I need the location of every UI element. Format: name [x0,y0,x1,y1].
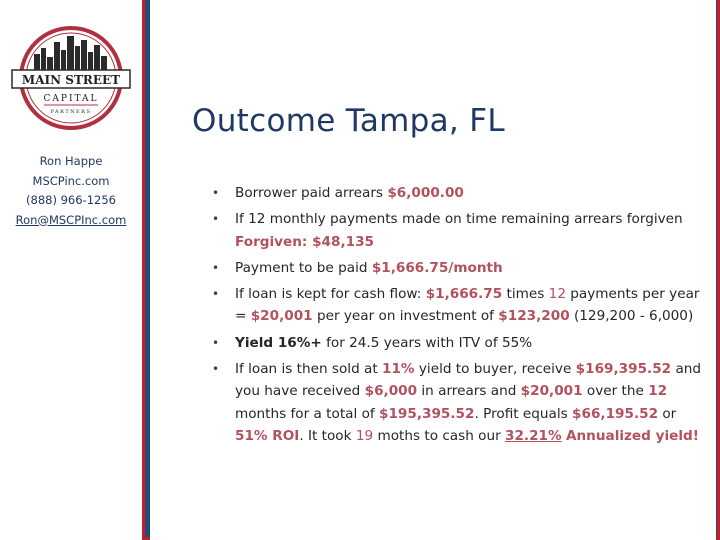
sidebar: MAIN STREET CAPITAL PARTNERS Ron Happe M… [0,0,142,540]
svg-text:CAPITAL: CAPITAL [44,94,99,104]
bullet-icon: • [212,212,220,227]
svg-text:PARTNERS: PARTNERS [51,109,92,115]
contact-website[interactable]: MSCPinc.com [32,173,110,188]
bullet-item-cash-flow: • If loan is kept for cash flow: $1,666.… [212,283,712,328]
bullet-icon: • [212,186,220,200]
main-street-capital-logo: MAIN STREET CAPITAL PARTNERS [11,26,131,130]
contact-name: Ron Happe [39,154,103,168]
slide-title: Outcome Tampa, FL [192,103,505,139]
bullet-list: • Borrower paid arrears $6,000.00 • If 1… [212,182,712,451]
bullet-icon: • [212,287,220,302]
contact-email-link[interactable]: Ron@MSCPInc.com [15,212,127,227]
bullet-icon: • [212,335,220,350]
bullet-icon: • [212,362,220,377]
slide-content-card [150,0,716,540]
contact-phone: (888) 966-1256 [26,193,116,207]
bullet-item-forgiven: • If 12 monthly payments made on time re… [212,208,712,253]
bullet-icon: • [212,260,220,275]
contact-info: Ron Happe MSCPinc.com (888) 966-1256 Ron… [0,152,142,230]
svg-text:MAIN STREET: MAIN STREET [22,73,120,87]
bullet-item-arrears: • Borrower paid arrears $6,000.00 [212,182,712,204]
bullet-item-payment: • Payment to be paid $1,666.75/month [212,257,712,279]
bullet-item-yield: • Yield 16%+ for 24.5 years with ITV of … [212,332,712,354]
bullet-item-sale: • If loan is then sold at 11% yield to b… [212,358,712,447]
